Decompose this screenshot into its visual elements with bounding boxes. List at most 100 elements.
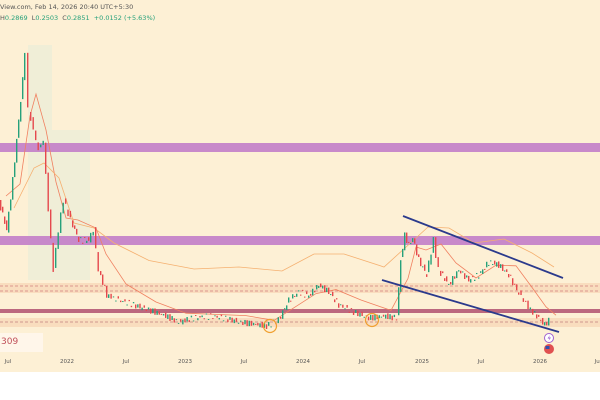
candle	[115, 300, 117, 302]
candle	[10, 199, 12, 211]
candle	[298, 290, 300, 292]
highlight-circle[interactable]	[364, 312, 380, 328]
candle	[244, 319, 246, 325]
x-axis-tick: Jul	[4, 359, 12, 365]
candle	[186, 317, 188, 322]
candle	[220, 314, 223, 317]
candle	[488, 264, 490, 266]
candle	[294, 295, 296, 297]
candle	[80, 237, 82, 239]
us-flag-event-icon[interactable]	[544, 344, 554, 354]
candle	[248, 320, 250, 327]
candle	[0, 200, 2, 211]
candle	[544, 322, 546, 326]
candle	[440, 270, 442, 276]
candle	[422, 266, 424, 268]
candle	[514, 283, 516, 285]
close-label: C	[62, 14, 67, 22]
candle	[60, 212, 62, 233]
candle	[184, 318, 186, 323]
candle	[387, 313, 389, 320]
candle	[52, 242, 54, 272]
candle	[141, 307, 143, 311]
candle	[158, 311, 160, 315]
candle	[69, 210, 72, 218]
candle	[124, 299, 126, 302]
candle	[225, 315, 227, 317]
resistance-band-upper[interactable]	[0, 143, 600, 152]
x-axis-tick: 2025	[415, 359, 429, 365]
candle	[444, 278, 446, 281]
candle	[18, 119, 20, 138]
candle	[393, 314, 396, 318]
candle	[494, 260, 496, 265]
candle	[263, 322, 266, 328]
candle	[310, 293, 312, 296]
candle	[205, 313, 208, 315]
candle	[30, 112, 32, 121]
candle	[252, 322, 255, 326]
candle	[62, 202, 64, 214]
highlight-circle[interactable]	[262, 318, 278, 334]
candle	[412, 238, 414, 243]
candle	[277, 317, 279, 324]
candle	[312, 288, 314, 296]
x-axis-tick: Jul	[477, 359, 485, 365]
candle	[355, 310, 357, 313]
support-line[interactable]	[0, 309, 600, 313]
candle	[147, 307, 150, 310]
candle	[229, 316, 231, 320]
candle	[502, 264, 504, 271]
candle	[458, 270, 460, 272]
candle	[430, 254, 432, 265]
trendline-upper[interactable]	[402, 215, 564, 279]
candle	[20, 101, 22, 122]
candle	[97, 252, 99, 272]
candle	[175, 319, 178, 321]
range-highlight	[52, 130, 90, 280]
candle	[32, 117, 34, 130]
candles	[0, 52, 550, 329]
candle	[47, 172, 49, 212]
candle	[50, 209, 52, 239]
candle	[135, 304, 137, 309]
candle	[474, 279, 476, 281]
candle	[462, 271, 464, 273]
candle	[130, 305, 133, 308]
candle	[84, 237, 86, 239]
candle	[212, 318, 214, 320]
candle	[78, 236, 80, 242]
candle	[472, 276, 474, 278]
candle	[348, 311, 350, 313]
candle	[22, 77, 24, 100]
candle	[522, 298, 525, 302]
candle	[257, 322, 259, 326]
candle	[525, 300, 527, 302]
candle	[350, 308, 353, 310]
candle	[100, 271, 102, 276]
candle	[468, 275, 470, 282]
lightning-event-icon[interactable]	[544, 333, 554, 343]
candle	[167, 314, 169, 319]
candle	[464, 273, 466, 279]
candle	[216, 315, 218, 318]
candle	[145, 309, 148, 312]
ohlc-readout: H0.2869 L0.2503 C0.2851 +0.0152 (+5.63%)	[0, 14, 155, 22]
candle	[352, 311, 355, 315]
trendline-lower[interactable]	[381, 279, 560, 333]
candle	[512, 278, 514, 286]
candle	[460, 270, 462, 274]
price-chart[interactable]	[0, 0, 600, 372]
candle	[218, 317, 220, 320]
candle	[292, 294, 294, 299]
candle	[40, 144, 42, 148]
candle	[482, 269, 484, 274]
candle	[259, 323, 261, 328]
candle	[302, 289, 304, 291]
high-label: H	[0, 14, 5, 22]
chart-pane[interactable]: View.com, Feb 14, 2026 20:40 UTC+5:30 H0…	[0, 0, 600, 372]
candle	[65, 198, 67, 204]
resistance-band-lower[interactable]	[0, 236, 600, 245]
candle	[478, 277, 480, 279]
candle	[4, 216, 6, 224]
